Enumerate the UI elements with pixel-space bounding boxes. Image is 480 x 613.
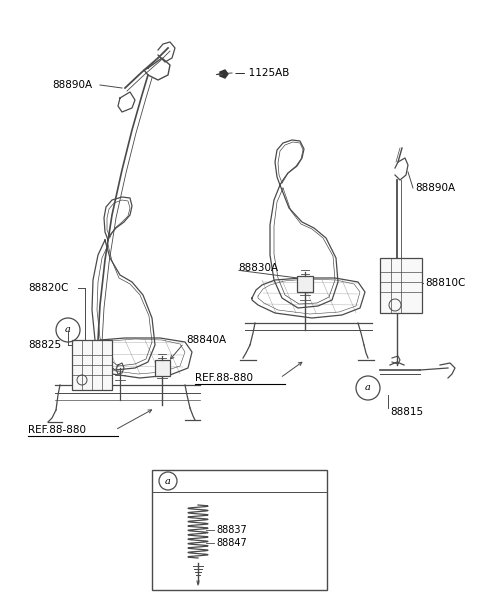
Text: 88825: 88825 bbox=[28, 340, 61, 350]
Text: — 1125AB: — 1125AB bbox=[235, 68, 289, 78]
Bar bbox=[297, 276, 313, 292]
Text: 88815: 88815 bbox=[390, 407, 423, 417]
Text: 88820C: 88820C bbox=[28, 283, 68, 293]
Text: 88890A: 88890A bbox=[52, 80, 92, 90]
Text: 88847: 88847 bbox=[216, 538, 247, 548]
Text: 88810C: 88810C bbox=[425, 278, 466, 288]
Text: a: a bbox=[65, 326, 71, 335]
Text: a: a bbox=[165, 476, 171, 485]
Bar bbox=[152, 470, 327, 590]
Text: a: a bbox=[365, 384, 371, 392]
Bar bbox=[72, 340, 112, 390]
Text: REF.88-880: REF.88-880 bbox=[28, 425, 86, 435]
Bar bbox=[380, 258, 422, 313]
Text: 88837: 88837 bbox=[216, 525, 247, 535]
Text: 88890A: 88890A bbox=[415, 183, 455, 193]
Text: 88840A: 88840A bbox=[186, 335, 226, 345]
Bar bbox=[155, 360, 170, 376]
Polygon shape bbox=[220, 70, 228, 78]
Text: 88830A: 88830A bbox=[238, 263, 278, 273]
Text: REF.88-880: REF.88-880 bbox=[195, 373, 253, 383]
